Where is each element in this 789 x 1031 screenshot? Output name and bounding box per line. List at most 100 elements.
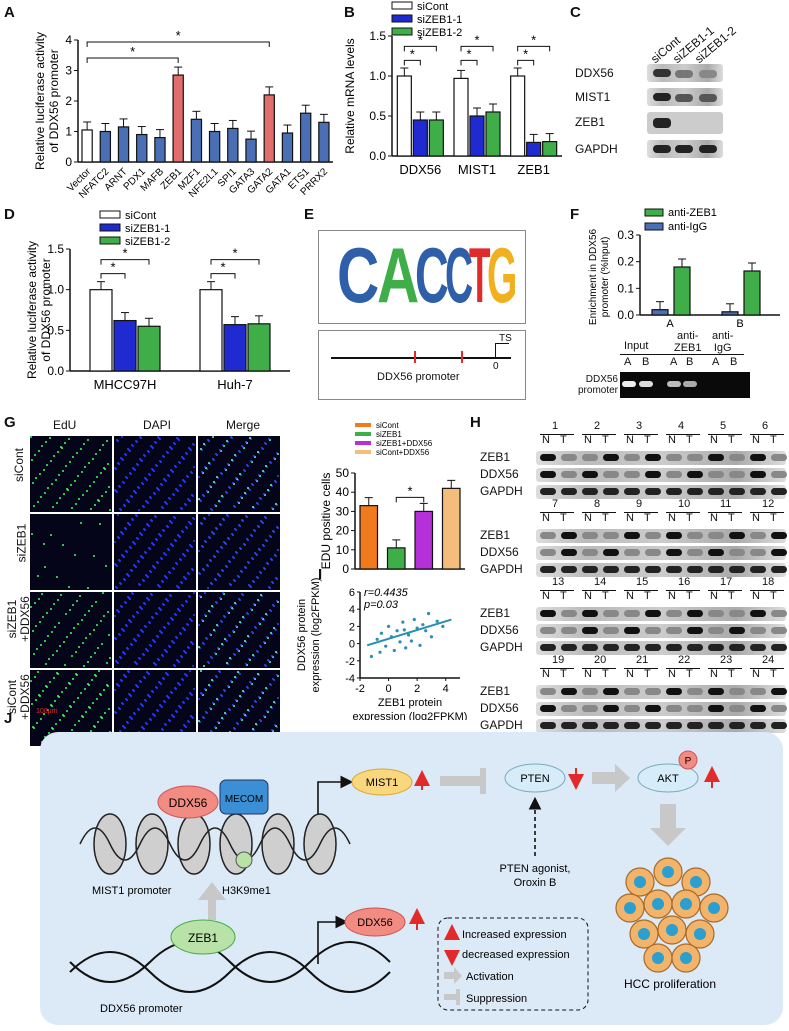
lane-label: T <box>770 434 777 446</box>
motif-letter: C <box>445 231 474 319</box>
akt-label: AKT <box>657 773 679 785</box>
blot-band <box>708 627 724 634</box>
lane-label: T <box>728 590 735 602</box>
motif-letter: C <box>337 231 380 319</box>
lane-label: N <box>542 590 550 602</box>
blot-band <box>771 549 787 556</box>
x-tick-label: -2 <box>355 683 365 695</box>
y-axis-label: Enrichment in DDX56 <box>588 228 599 325</box>
activation-arrow <box>198 882 226 920</box>
bar-spi1 <box>227 127 239 163</box>
sig-star: * <box>466 46 471 61</box>
sig-star: * <box>122 246 127 261</box>
sig-star: * <box>523 46 528 61</box>
col-label: DAPI <box>143 418 172 432</box>
patient-number: 4 <box>678 420 685 432</box>
blot-band <box>771 454 787 461</box>
y-tick-label: 2 <box>65 94 72 108</box>
promoter-label: DDX56 promoter <box>377 371 460 383</box>
sig-bracket <box>403 45 437 52</box>
scatter-point <box>384 644 388 648</box>
bar-prrx2 <box>318 121 330 163</box>
y-tick-label: 3 <box>65 64 72 78</box>
mecom-label: MECOM <box>225 794 263 805</box>
hcc-nucleus <box>652 952 664 964</box>
legend-box <box>437 917 589 1011</box>
sig-star: * <box>474 32 479 47</box>
blot-strip <box>536 546 786 560</box>
gel-lane-label: A <box>712 356 720 368</box>
bar-nfatc2 <box>99 130 112 163</box>
legend-label: siZEB1-2 <box>125 236 170 248</box>
y-tick-label: 6 <box>349 587 355 599</box>
sig-star: * <box>220 260 225 275</box>
patient-number: 12 <box>762 498 775 510</box>
bar-vector <box>81 129 93 163</box>
blot-band <box>750 705 766 712</box>
blot-band <box>687 471 703 478</box>
blot-band <box>540 454 556 461</box>
panel-label-g: G <box>4 414 16 431</box>
legend-label: siZEB1-1 <box>125 223 170 235</box>
gel-row-label: DDX56 promoter <box>577 374 618 396</box>
lane-label: N <box>542 512 550 524</box>
y-tick-label: 0.3 <box>617 228 634 242</box>
y-tick-label: -2 <box>345 656 355 668</box>
blot-band <box>561 488 577 495</box>
y-tick-label: 10 <box>336 543 350 557</box>
blot-band <box>540 627 556 634</box>
blot-band <box>603 705 619 712</box>
blot-band <box>750 471 766 478</box>
blot-band <box>561 471 577 478</box>
blot-band <box>666 549 682 556</box>
blot-band <box>666 488 682 495</box>
hcc-nucleus <box>708 902 720 914</box>
zero-label: 0 <box>493 361 499 372</box>
motif-letter: T <box>469 231 491 319</box>
scatter-point <box>426 611 431 616</box>
hcc-nucleus <box>638 928 650 940</box>
blot-band <box>666 644 682 651</box>
suppression-symbol <box>480 768 486 794</box>
hcc-nucleus <box>680 952 692 964</box>
sig-bracket <box>460 59 478 66</box>
y-tick-label: 1.0 <box>47 283 64 297</box>
blot-band <box>687 488 703 495</box>
blot-band <box>653 69 671 77</box>
lane-label: T <box>644 434 651 446</box>
blot-band <box>603 532 619 539</box>
lane-label: N <box>626 668 634 680</box>
y-tick-label: 0.5 <box>369 109 386 123</box>
blot-band <box>708 722 724 729</box>
hcc-nucleus <box>624 902 636 914</box>
legend-down: decreased expression <box>462 949 570 961</box>
row-label: siZEB1 <box>14 523 29 563</box>
blot-band <box>603 566 619 573</box>
blot-band <box>666 610 682 617</box>
scatter-point <box>406 633 411 637</box>
panel-label-i: I <box>318 566 323 583</box>
blot-band <box>582 705 598 712</box>
blot-band <box>540 532 556 539</box>
lane-label: T <box>560 590 567 602</box>
sig-bracket <box>517 59 535 66</box>
blot-row-label: GAPDH <box>480 562 523 576</box>
blot-band <box>624 705 640 712</box>
scatter-point <box>375 637 379 641</box>
blot-band <box>561 722 577 729</box>
hcc-nucleus <box>690 876 702 888</box>
sig-star: * <box>130 44 135 59</box>
blot-row-label: DDX56 <box>480 701 519 715</box>
micro-image <box>114 514 196 590</box>
blot-row-label: ZEB1 <box>480 528 511 542</box>
hcc-cell-cluster <box>615 857 729 973</box>
sig-bracket <box>395 496 425 503</box>
row-label: siCont <box>12 447 27 483</box>
y-axis-label: DDX56 protein <box>296 599 308 671</box>
blot-strip <box>536 719 786 733</box>
blot-band <box>699 70 717 78</box>
blot-band <box>645 549 661 556</box>
micro-image <box>30 436 112 512</box>
micro-image <box>198 514 280 590</box>
